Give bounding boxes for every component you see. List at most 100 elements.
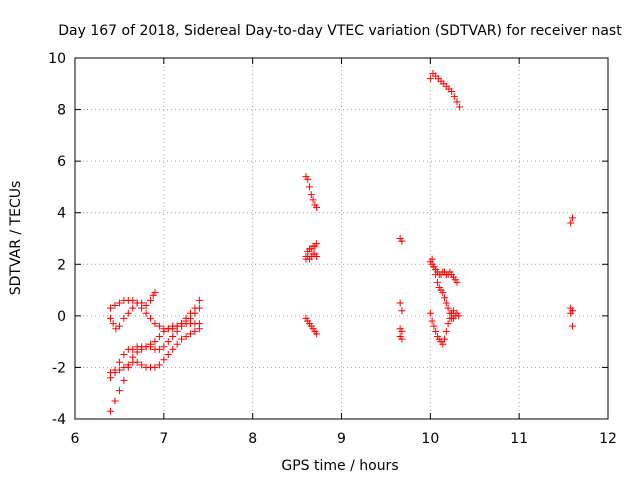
data-point: [182, 332, 190, 340]
data-point: [107, 304, 115, 312]
data-point: [169, 325, 177, 333]
data-point: [444, 320, 452, 328]
data-point: [129, 296, 137, 304]
series-arc-m: [428, 255, 463, 322]
data-point: [439, 340, 447, 348]
data-point: [138, 361, 146, 369]
axis-ticks: [74, 57, 609, 420]
data-point: [142, 343, 150, 351]
data-point: [428, 255, 436, 263]
data-point: [191, 327, 199, 335]
x-tick-labels: 6 7 8 9 10 11 12: [71, 431, 617, 447]
data-point: [155, 332, 163, 340]
y-tick-label: 8: [57, 103, 66, 119]
data-point: [142, 302, 150, 310]
data-point: [120, 376, 128, 384]
data-points: [107, 69, 576, 415]
x-tick-label: 12: [599, 431, 617, 447]
data-point: [115, 299, 123, 307]
data-point: [169, 332, 177, 340]
data-point: [164, 351, 172, 359]
data-point: [147, 296, 155, 304]
series-arc-h: [302, 314, 321, 338]
y-tick-label: 4: [57, 206, 66, 222]
x-axis-title: GPS time / hours: [281, 458, 398, 474]
x-tick-label: 6: [71, 431, 80, 447]
x-tick-label: 11: [510, 431, 528, 447]
data-point: [160, 343, 168, 351]
data-point: [129, 345, 137, 353]
data-point: [173, 322, 181, 330]
data-point: [313, 253, 321, 261]
data-point: [186, 330, 194, 338]
data-point: [115, 358, 123, 366]
grid: [75, 58, 608, 419]
data-point: [178, 335, 186, 343]
data-point: [568, 214, 576, 222]
data-point: [444, 304, 452, 312]
data-point: [195, 296, 203, 304]
data-point: [396, 299, 404, 307]
data-point: [124, 309, 132, 317]
data-point: [191, 304, 199, 312]
data-point: [398, 307, 406, 315]
series-arc-b: [107, 325, 203, 377]
series-arc-o: [567, 214, 576, 227]
data-point: [448, 88, 456, 96]
data-point: [450, 93, 458, 101]
series-arc-i: [396, 235, 406, 245]
data-point: [109, 320, 117, 328]
data-point: [442, 327, 450, 335]
data-point: [173, 340, 181, 348]
data-point: [124, 361, 132, 369]
data-point: [456, 103, 464, 111]
data-point: [133, 358, 141, 366]
data-point: [430, 263, 438, 271]
data-point: [306, 183, 314, 191]
data-point: [155, 361, 163, 369]
data-point: [398, 335, 406, 343]
data-point: [107, 407, 115, 415]
data-point: [428, 317, 436, 325]
data-point: [398, 327, 406, 335]
data-point: [182, 314, 190, 322]
data-point: [567, 219, 575, 227]
data-point: [432, 271, 440, 279]
y-tick-label: -4: [52, 412, 66, 428]
y-tick-label: 10: [48, 51, 66, 67]
data-point: [441, 294, 449, 302]
chart-title: Day 167 of 2018, Sidereal Day-to-day VTE…: [58, 23, 622, 39]
series-arc-p: [567, 304, 576, 330]
x-tick-label: 9: [337, 431, 346, 447]
data-point: [115, 322, 123, 330]
data-point: [433, 278, 441, 286]
data-point: [453, 98, 461, 106]
y-tick-label: 0: [57, 309, 66, 325]
data-point: [304, 175, 312, 183]
data-point: [142, 309, 150, 317]
y-tick-labels: -4 -2 0 2 4 6 8 10: [48, 51, 66, 428]
data-point: [164, 338, 172, 346]
data-point: [129, 304, 137, 312]
series-arc-f: [302, 173, 321, 212]
data-point: [107, 314, 115, 322]
data-point: [313, 330, 321, 338]
data-point: [120, 314, 128, 322]
data-point: [439, 289, 447, 297]
data-point: [111, 366, 119, 374]
y-tick-label: 6: [57, 154, 66, 170]
y-axis-title: SDTVAR / TECUs: [8, 181, 24, 296]
data-point: [186, 309, 194, 317]
series-arc-e: [107, 289, 159, 333]
data-point: [432, 327, 440, 335]
data-point: [115, 387, 123, 395]
data-point: [446, 314, 454, 322]
data-point: [449, 307, 457, 315]
y-tick-label: -2: [52, 360, 66, 376]
data-point: [107, 374, 115, 382]
data-point: [178, 320, 186, 328]
data-point: [307, 191, 315, 199]
data-point: [151, 289, 159, 297]
data-point: [426, 309, 434, 317]
